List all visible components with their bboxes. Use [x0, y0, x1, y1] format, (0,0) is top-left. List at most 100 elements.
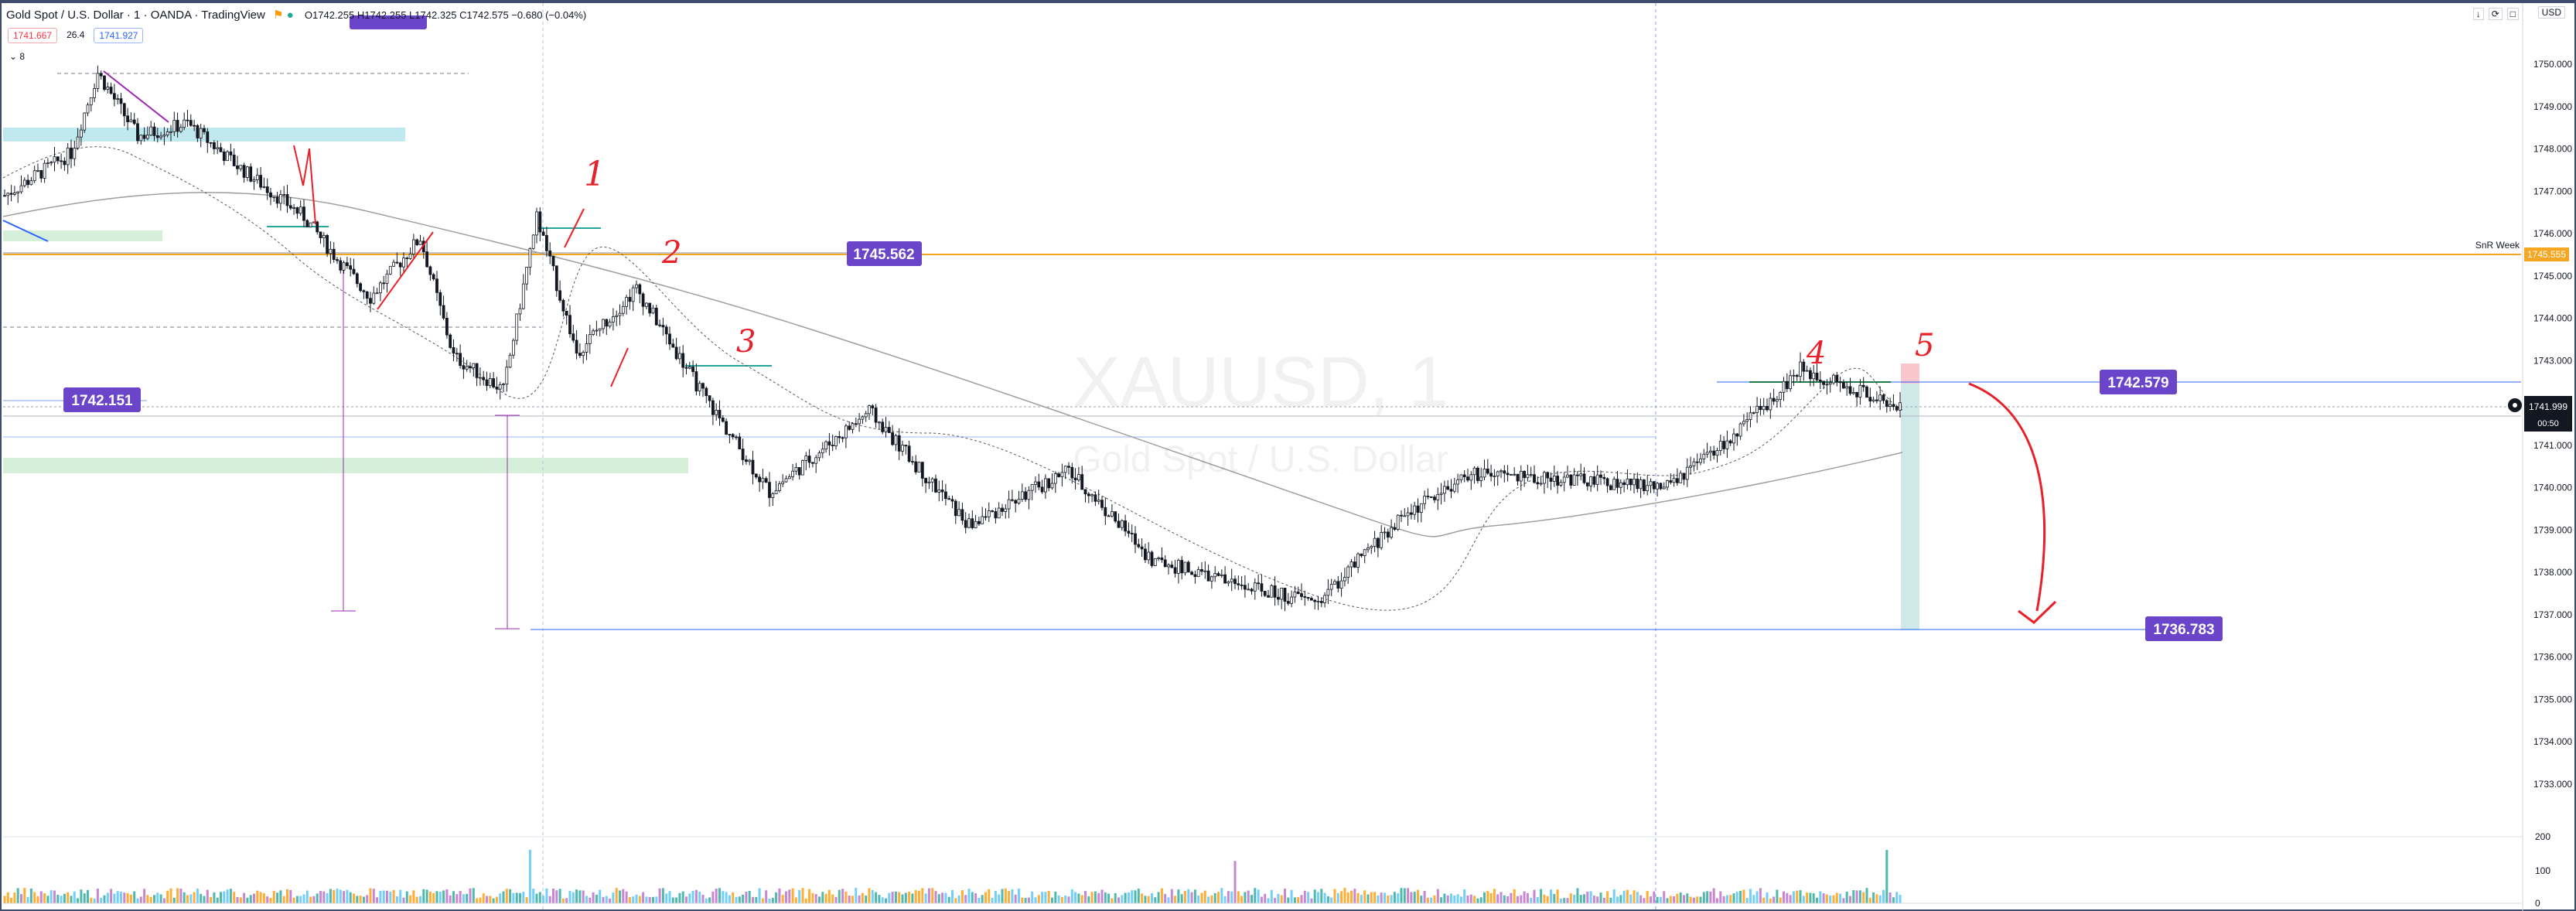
candle-down [326, 234, 329, 254]
arrow-down-icon[interactable]: ↓ [2472, 8, 2484, 20]
sell-button[interactable]: 1741.667 [8, 28, 58, 43]
volume-bar [1559, 898, 1562, 903]
candle-down [1675, 478, 1679, 483]
candle-down [339, 260, 343, 271]
header-flag-icon[interactable]: ⚑ [273, 9, 284, 22]
chevron-down-icon[interactable]: ⌄ [9, 51, 18, 62]
candle-up [817, 452, 821, 459]
volume-bar [519, 892, 521, 903]
candle-up [698, 383, 701, 392]
volume-bar [1436, 889, 1439, 903]
volume-bar [492, 898, 495, 903]
price-axis-tick: 1736.000 [2533, 652, 2572, 663]
candle-up [997, 507, 1001, 519]
candle-down [132, 119, 136, 125]
candle-down [1875, 399, 1878, 401]
candle-up [1253, 582, 1257, 592]
candle-up [1589, 476, 1593, 486]
volume-bar [1745, 898, 1749, 903]
candle-up [1745, 419, 1749, 422]
volume-bar [875, 892, 878, 903]
volume-bar [1037, 895, 1040, 903]
volume-bar [346, 889, 349, 903]
candle-up [1666, 480, 1669, 488]
volume-bar [834, 896, 838, 903]
candle-up [1732, 433, 1735, 444]
candle-up [1692, 461, 1696, 466]
slow-moving-average [2, 192, 1903, 537]
volume-bar [1783, 891, 1785, 903]
volume-bar [1244, 892, 1247, 903]
candle-up [1177, 560, 1180, 574]
target-price-tag[interactable]: 1736.783 [2145, 616, 2223, 641]
candle-down [661, 325, 665, 328]
left-level-price-tag[interactable]: 1742.151 [63, 387, 141, 412]
volume-bar [6, 892, 9, 903]
candle-down [1576, 474, 1579, 476]
volume-bar [532, 889, 535, 903]
snr-week-price-tag[interactable]: 1745.562 [847, 241, 922, 266]
candle-up [252, 179, 256, 182]
candle-up [778, 483, 781, 491]
volume-bar [1709, 891, 1712, 903]
volume-bar [1858, 890, 1861, 903]
volume-bar [771, 898, 774, 903]
volume-bar [735, 896, 738, 903]
volume-bar [978, 897, 981, 903]
candle-up [342, 262, 346, 271]
maximize-icon[interactable]: □ [2506, 8, 2519, 20]
volume-bar [1356, 892, 1360, 903]
volume-bar [336, 889, 339, 903]
volume-bar [1267, 898, 1270, 903]
volume-bar [1806, 892, 1809, 903]
candle-down [887, 427, 891, 433]
volume-bar [1080, 895, 1083, 903]
candle-down [345, 262, 349, 266]
volume-bar [1284, 889, 1286, 903]
volume-bar [851, 896, 854, 903]
volume-bar [1197, 895, 1200, 903]
volume-bar [548, 896, 551, 903]
volume-bar [681, 891, 684, 903]
resistance-price-tag[interactable]: 1742.579 [2100, 370, 2177, 394]
candle-down [193, 125, 196, 127]
refresh-icon[interactable]: ⟳ [2488, 8, 2503, 20]
volume-bar [359, 896, 362, 903]
volume-bar [1303, 890, 1306, 903]
volume-bar [931, 888, 934, 903]
candle-down [1040, 486, 1044, 493]
candle-up [1034, 481, 1037, 485]
volume-bar [1786, 892, 1789, 903]
candle-up [1679, 473, 1683, 483]
candle-up [372, 292, 376, 304]
volume-bar [1503, 895, 1506, 903]
volume-bar [1842, 898, 1845, 903]
volume-bar [891, 892, 894, 903]
candle-down [119, 98, 123, 104]
volume-bar [1157, 892, 1160, 903]
candle-down [1024, 491, 1027, 500]
candle-down [1303, 595, 1307, 598]
volume-bar [1141, 893, 1144, 903]
volume-bar [1343, 888, 1346, 903]
candle-down [684, 367, 688, 369]
volume-bar [1114, 893, 1117, 903]
candle-down [1186, 561, 1190, 573]
volume-bar [13, 892, 16, 903]
volume-bar [1683, 895, 1685, 903]
candle-down [551, 255, 555, 267]
indicator-toggle[interactable]: ⌄ 8 [9, 51, 25, 62]
volume-bar [376, 897, 379, 903]
left-level-price-text: 1742.151 [71, 393, 133, 409]
header-eye-icon[interactable]: ● [286, 9, 294, 22]
candle-down [1286, 601, 1290, 604]
buy-button[interactable]: 1741.927 [94, 28, 144, 43]
candle-up [179, 127, 183, 132]
volume-bar [1633, 890, 1636, 903]
currency-select[interactable]: USD [2537, 6, 2565, 19]
candle-down [1602, 476, 1606, 479]
volume-bar [1326, 896, 1329, 903]
candle-down [122, 103, 126, 117]
candle-down [565, 310, 568, 316]
